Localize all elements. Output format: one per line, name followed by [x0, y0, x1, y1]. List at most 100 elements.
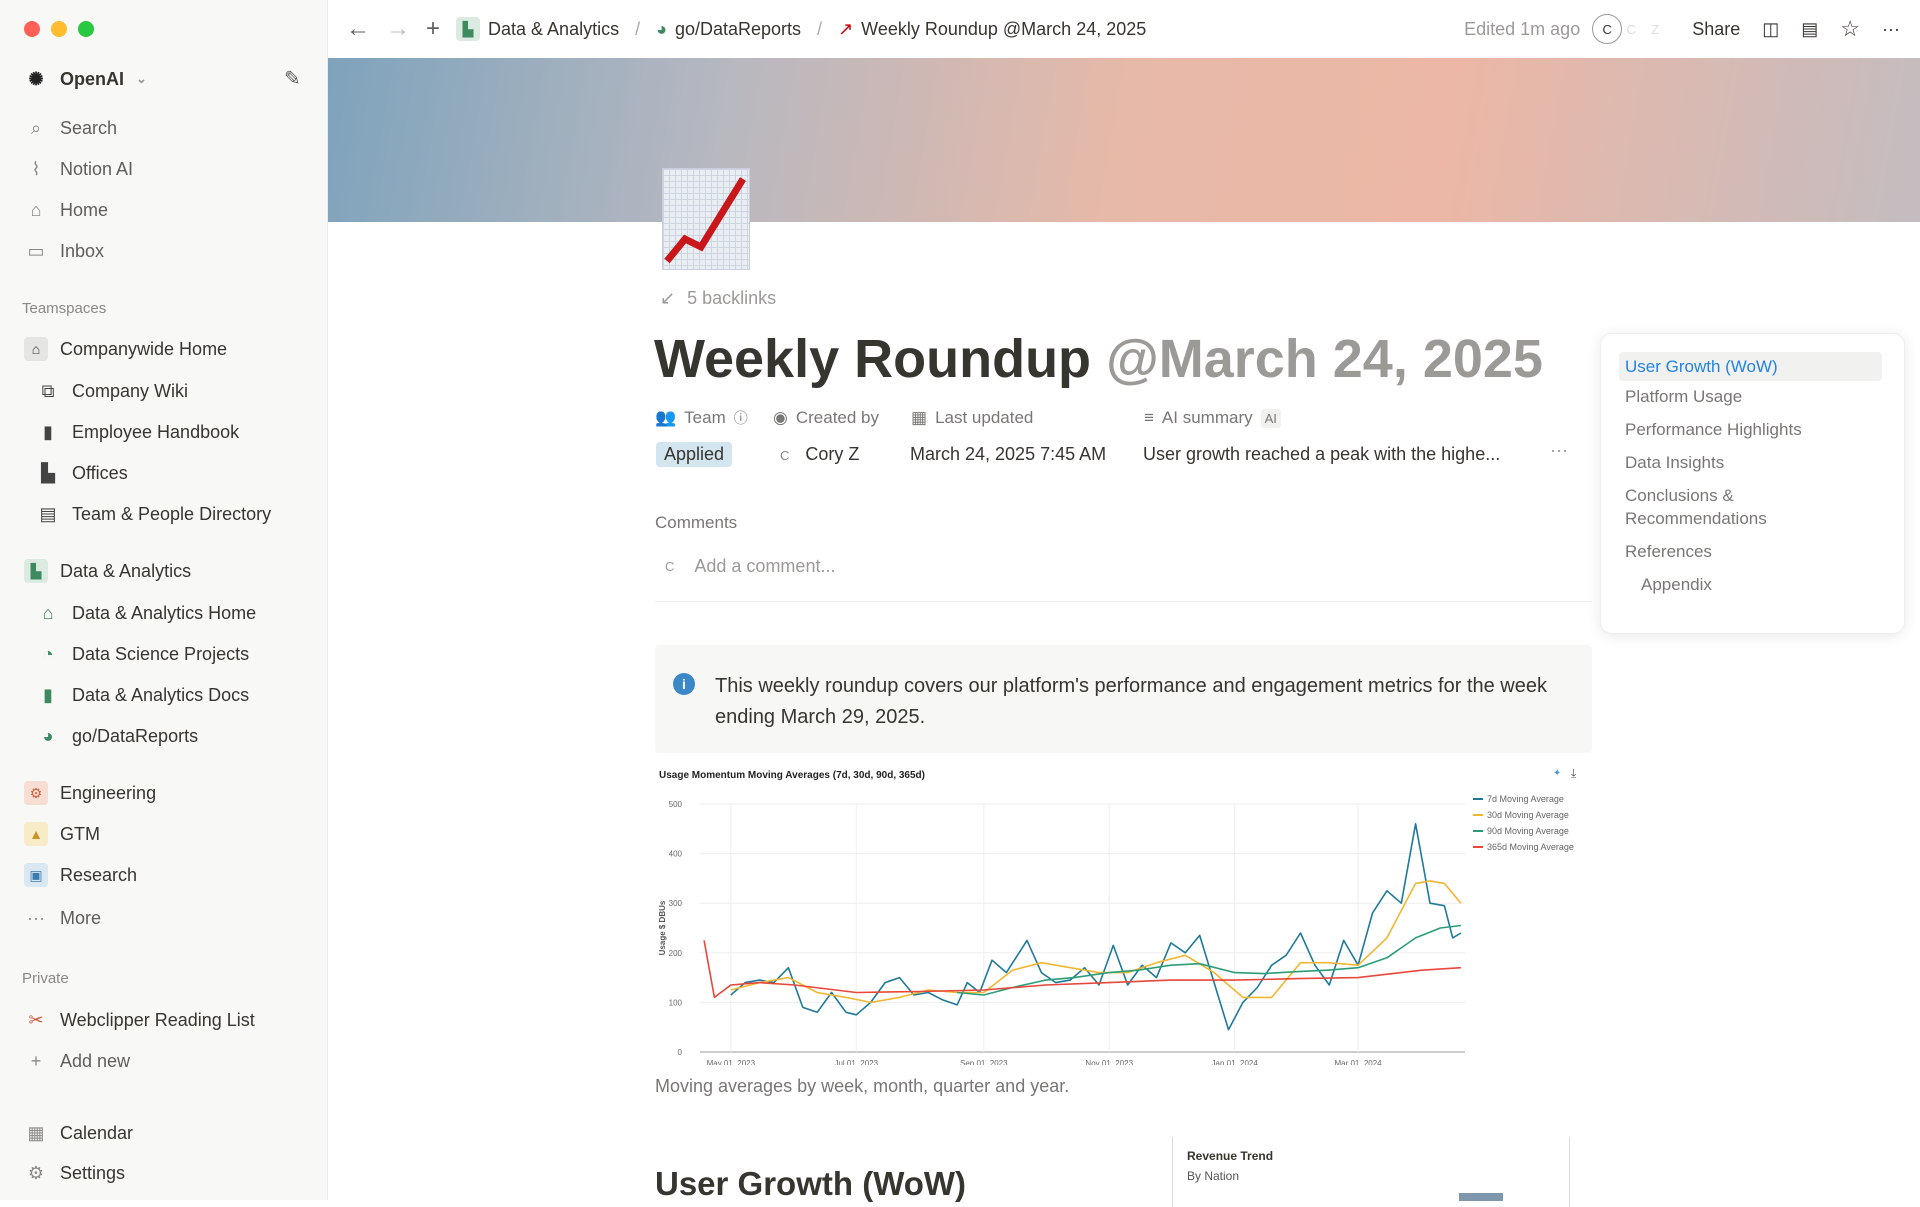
- workspace-switcher[interactable]: ✺ OpenAI ⌄: [24, 62, 147, 96]
- comment-placeholder: Add a comment...: [694, 556, 836, 576]
- sidebar-item-research[interactable]: ▣ Research: [24, 858, 137, 892]
- label: Data & Analytics Docs: [72, 684, 250, 705]
- property-team-label[interactable]: 👥 Team ⓘ: [655, 408, 748, 428]
- revenue-trend-card[interactable]: Revenue Trend By Nation: [1172, 1137, 1570, 1207]
- sidebar-item-companywide-home[interactable]: ⌂ Companywide Home: [24, 332, 227, 366]
- toc-item[interactable]: Appendix: [1641, 575, 1712, 594]
- legend-item[interactable]: 365d Moving Average: [1473, 839, 1574, 855]
- property-ai-summary-label[interactable]: ≡ AI summary AI: [1144, 408, 1281, 428]
- info-icon: ⓘ: [733, 410, 748, 426]
- sidebar-item-go-datareports[interactable]: ◕ go/DataReports: [36, 719, 199, 753]
- team-tag[interactable]: Applied: [656, 442, 733, 467]
- label: Company Wiki: [72, 380, 189, 401]
- sidebar-item-data-analytics[interactable]: ▙ Data & Analytics: [24, 554, 191, 588]
- legend-label: 30d Moving Average: [1487, 810, 1569, 820]
- teamspaces-heading: Teamspaces: [22, 300, 107, 317]
- sidebar-panel-icon[interactable]: ◫: [1762, 18, 1780, 39]
- backlinks-label: 5 backlinks: [687, 288, 777, 308]
- star-icon[interactable]: ☆: [1840, 16, 1861, 41]
- section-heading-user-growth[interactable]: User Growth (WoW): [655, 1165, 967, 1202]
- backlinks[interactable]: ↙ 5 backlinks: [660, 288, 776, 309]
- new-tab-plus-icon[interactable]: +: [426, 15, 441, 42]
- series-line-90d: [957, 924, 1461, 996]
- card-subtitle: By Nation: [1187, 1169, 1240, 1183]
- sidebar-more[interactable]: ··· More: [24, 901, 101, 935]
- info-icon: i: [673, 673, 695, 695]
- chart-caption: Moving averages by week, month, quarter …: [655, 1076, 1070, 1096]
- sidebar-item-notion-ai[interactable]: ⌇ Notion AI: [24, 152, 133, 186]
- sidebar-item-company-wiki[interactable]: ⧉ Company Wiki: [36, 374, 188, 408]
- chart-increasing-page-icon[interactable]: [662, 168, 750, 270]
- page-cover[interactable]: [328, 58, 1920, 222]
- page-title[interactable]: Weekly Roundup @March 24, 2025: [654, 328, 1543, 390]
- created-by-value[interactable]: C Cory Z: [780, 444, 859, 465]
- sidebar-item-ds-projects[interactable]: ◔ Data Science Projects: [36, 637, 250, 671]
- label: Last updated: [935, 408, 1034, 427]
- comment-input[interactable]: C Add a comment...: [655, 556, 1592, 602]
- y-tick-label: 400: [669, 850, 683, 859]
- y-tick-label: 0: [678, 1048, 683, 1057]
- sidebar-add-new[interactable]: + Add new: [24, 1044, 130, 1078]
- property-last-updated-label[interactable]: ▦ Last updated: [911, 408, 1033, 428]
- breadcrumb-current-page[interactable]: Weekly Roundup @March 24, 2025: [861, 18, 1147, 39]
- x-tick-label: May 01, 2023: [707, 1059, 756, 1065]
- legend-item[interactable]: 90d Moving Average: [1473, 823, 1574, 839]
- toc-item[interactable]: User Growth (WoW): [1619, 352, 1882, 381]
- more-properties-icon[interactable]: ···: [1550, 440, 1568, 460]
- breadcrumb-go-datareports[interactable]: go/DataReports: [674, 18, 802, 39]
- legend-item[interactable]: 7d Moving Average: [1473, 791, 1574, 807]
- comments-label: Comments: [655, 513, 738, 532]
- label: Calendar: [60, 1122, 134, 1143]
- sidebar-item-employee-handbook[interactable]: ▮ Employee Handbook: [36, 415, 239, 449]
- chart-legend: 7d Moving Average 30d Moving Average 90d M…: [1473, 791, 1574, 855]
- sidebar-item-calendar[interactable]: ▦ Calendar: [24, 1116, 133, 1150]
- toc-item[interactable]: Platform Usage: [1625, 387, 1743, 406]
- sidebar-item-da-docs[interactable]: ▮ Data & Analytics Docs: [36, 678, 249, 712]
- sidebar-item-search[interactable]: ⌕ Search: [24, 111, 117, 145]
- toc-item[interactable]: Data Insights: [1625, 453, 1725, 472]
- gear-icon: ⚙: [27, 1162, 45, 1183]
- property-created-by-label[interactable]: ◉ Created by: [773, 408, 879, 428]
- breadcrumb-data-analytics[interactable]: Data & Analytics: [488, 18, 620, 39]
- toc-item[interactable]: Conclusions & Recommendations: [1625, 486, 1767, 528]
- toc-item[interactable]: Performance Highlights: [1625, 420, 1802, 439]
- sidebar-item-offices[interactable]: ▙ Offices: [36, 456, 128, 490]
- label: Webclipper Reading List: [60, 1009, 255, 1030]
- sidebar-item-gtm[interactable]: ▲ GTM: [24, 817, 100, 851]
- x-tick-label: Jan 01, 2024: [1212, 1059, 1259, 1065]
- download-icon[interactable]: ⤓: [1571, 766, 1577, 780]
- new-page-icon[interactable]: ✎: [284, 68, 301, 90]
- sparkle-icon[interactable]: ✦: [1553, 768, 1562, 779]
- sidebar-item-webclipper[interactable]: ✂ Webclipper Reading List: [24, 1003, 255, 1037]
- chevron-down-icon: ⌄: [136, 71, 147, 86]
- x-tick-label: Sep 01, 2023: [960, 1059, 1008, 1065]
- legend-item[interactable]: 30d Moving Average: [1473, 807, 1574, 823]
- callout[interactable]: i This weekly roundup covers our platfor…: [655, 645, 1592, 753]
- collaborator-avatars[interactable]: C C Z: [1592, 14, 1670, 44]
- ai-summary-value[interactable]: User growth reached a peak with the high…: [1143, 444, 1501, 464]
- x-tick-label: Jul 01, 2023: [834, 1059, 878, 1065]
- table-of-contents: User Growth (WoW) Platform Usage Perform…: [1600, 333, 1905, 634]
- toc-item[interactable]: References: [1625, 542, 1712, 561]
- comments-icon[interactable]: ▤: [1801, 18, 1819, 39]
- label: Created by: [795, 408, 880, 427]
- back-arrow-icon[interactable]: ←: [346, 15, 370, 42]
- date-mention[interactable]: @March 24, 2025: [1106, 329, 1543, 389]
- share-button[interactable]: Share: [1692, 18, 1741, 39]
- sidebar-item-home[interactable]: ⌂ Home: [24, 193, 108, 227]
- sidebar-item-inbox[interactable]: ▭ Inbox: [24, 234, 104, 268]
- forward-arrow-icon[interactable]: →: [386, 15, 410, 42]
- legend-label: 7d Moving Average: [1487, 794, 1564, 804]
- last-updated-value[interactable]: March 24, 2025 7:45 AM: [910, 444, 1107, 464]
- more-options-icon[interactable]: ···: [1882, 18, 1900, 39]
- maximize-window-button[interactable]: [78, 21, 94, 37]
- sidebar-item-da-home[interactable]: ⌂ Data & Analytics Home: [36, 596, 257, 630]
- chart-bar-icon: ▙: [456, 17, 481, 41]
- sidebar-item-team-directory[interactable]: ▤ Team & People Directory: [36, 497, 271, 531]
- chart-embed[interactable]: Usage Momentum Moving Averages (7d, 30d,…: [655, 765, 1592, 1065]
- sidebar-item-settings[interactable]: ⚙ Settings: [24, 1156, 125, 1190]
- close-window-button[interactable]: [24, 21, 40, 37]
- minimize-window-button[interactable]: [51, 21, 67, 37]
- contact-book-icon: ▤: [39, 503, 57, 524]
- sidebar-item-engineering[interactable]: ⚙ Engineering: [24, 776, 156, 810]
